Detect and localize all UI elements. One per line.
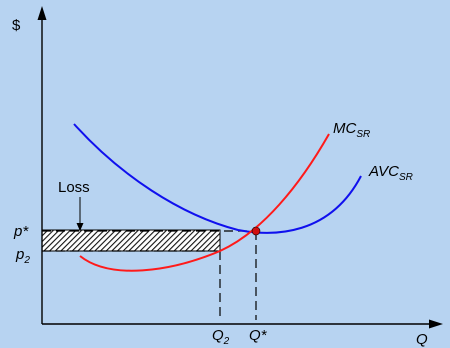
equilibrium-point (251, 226, 261, 236)
x-axis-label: Q (416, 331, 428, 348)
avc-label: AVCSR (368, 163, 413, 183)
p-star-label: p* (13, 223, 29, 240)
loss-arrow-icon (76, 223, 84, 231)
mc-label: MCSR (333, 120, 370, 140)
y-axis-label: $ (12, 17, 21, 34)
q2-label: Q2 (212, 327, 230, 347)
y-axis-arrow-icon (37, 6, 47, 20)
p2-label: p2 (15, 246, 30, 266)
loss-area (41, 229, 221, 252)
x-axis-arrow-icon (429, 319, 443, 329)
q-star-label: Q* (249, 327, 268, 344)
mc-curve (79, 133, 330, 272)
loss-label: Loss (58, 179, 90, 196)
avc-curve (73, 123, 362, 234)
